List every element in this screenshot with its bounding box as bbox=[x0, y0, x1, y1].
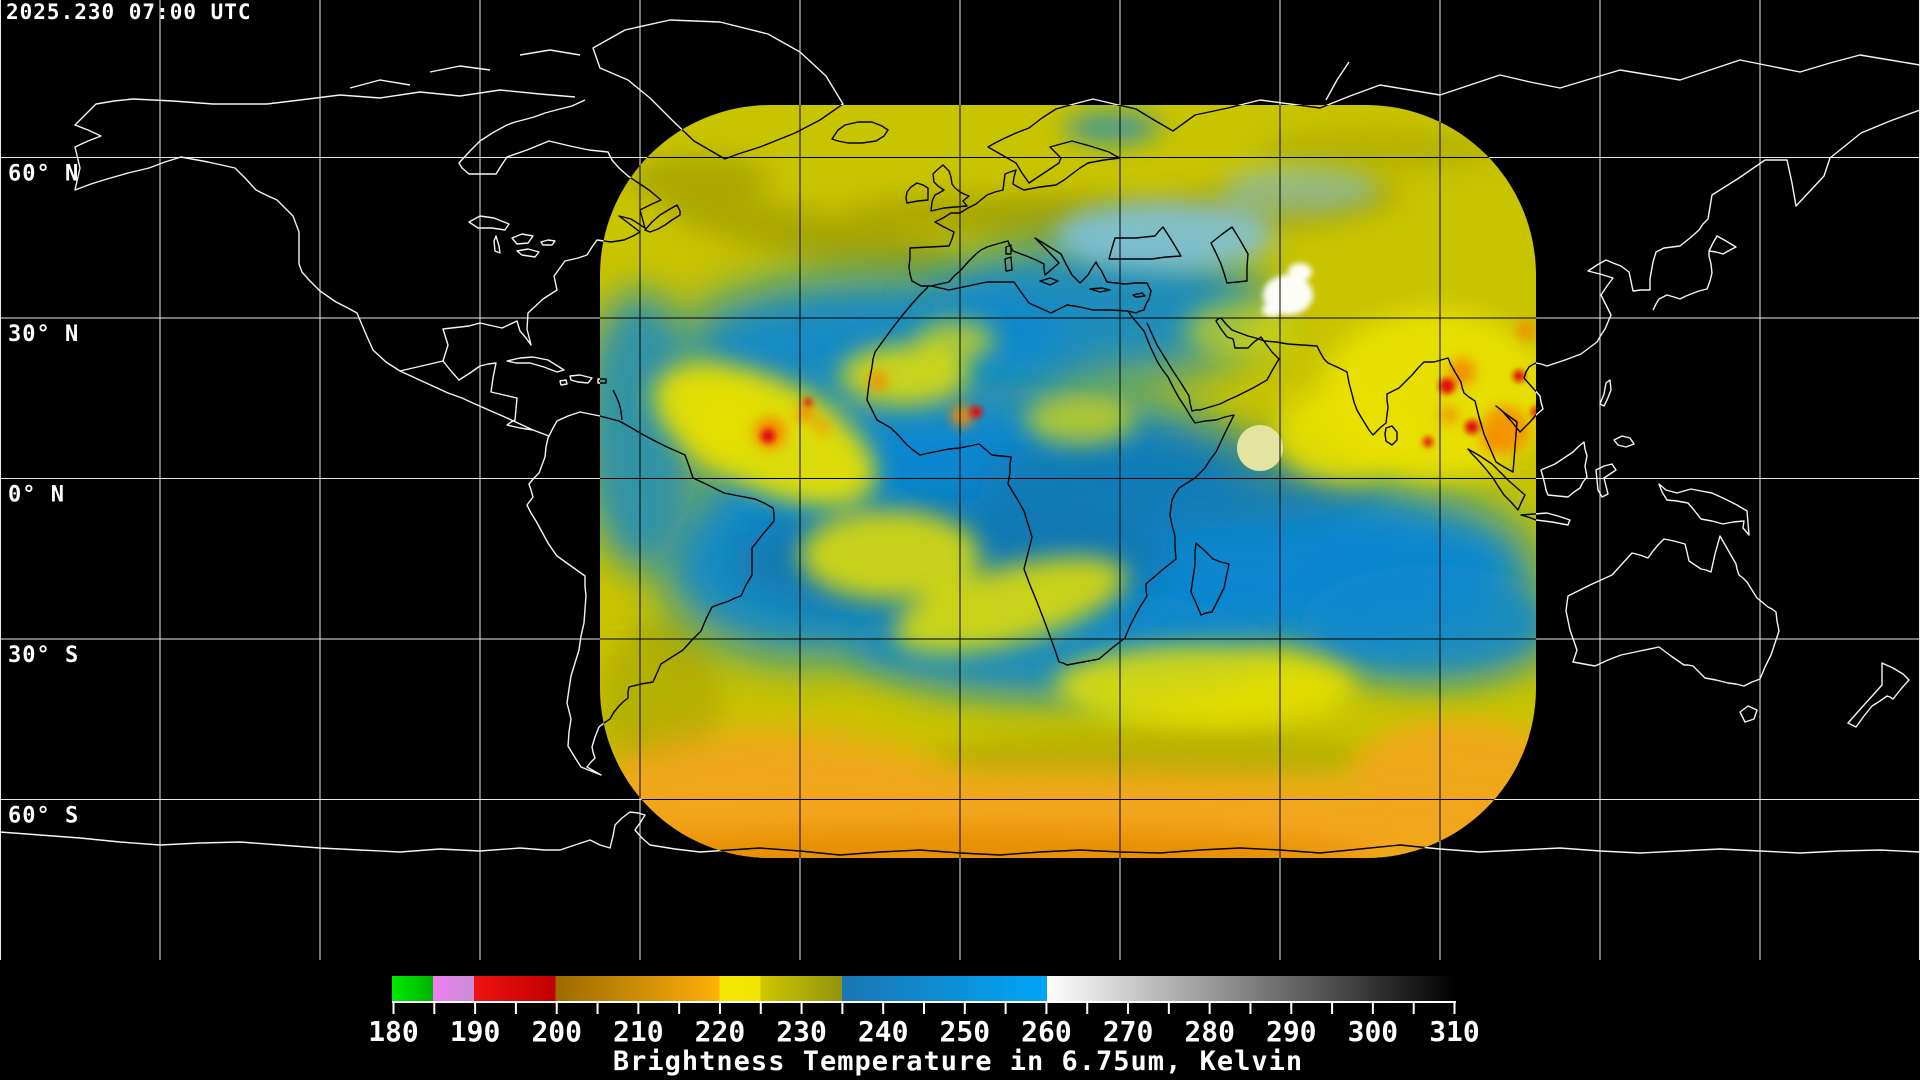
colorbar-tick-label: 230 bbox=[776, 1015, 827, 1048]
colorbar-tick-label: 220 bbox=[695, 1015, 746, 1048]
colorbar-tick-label: 290 bbox=[1266, 1015, 1317, 1048]
satellite-data-region bbox=[600, 105, 1536, 858]
latitude-labels: 60° N 30° N 0° N 30° S 60° S bbox=[8, 162, 79, 829]
colorbar-tick-label: 210 bbox=[613, 1015, 664, 1048]
colorbar-tick-label: 260 bbox=[1021, 1015, 1072, 1048]
legend-panel: 180 190 200 210 220 230 240 250 260 270 280 290 300 3… bbox=[0, 960, 1920, 1080]
colorbar-tick-label: 310 bbox=[1429, 1015, 1480, 1048]
colorbar-tick-label: 200 bbox=[531, 1015, 582, 1048]
colorbar-tick-label: 250 bbox=[940, 1015, 991, 1048]
latitude-label: 60° N bbox=[8, 162, 79, 187]
colorbar bbox=[392, 976, 1456, 1001]
colorbar-tick-label: 300 bbox=[1348, 1015, 1399, 1048]
latitude-label: 0° N bbox=[8, 483, 65, 508]
colorbar-tick-label: 190 bbox=[450, 1015, 501, 1048]
sun-glint-disc bbox=[1237, 425, 1283, 471]
latitude-label: 60° S bbox=[8, 804, 79, 829]
timestamp-label: 2025.230 07:00 UTC bbox=[6, 0, 252, 24]
colorbar-title: Brightness Temperature in 6.75um, Kelvin bbox=[613, 1046, 1303, 1077]
colorbar-tick-label: 180 bbox=[368, 1015, 419, 1048]
colorbar-tick-label: 270 bbox=[1103, 1015, 1154, 1048]
colorbar-tick-label: 280 bbox=[1184, 1015, 1235, 1048]
latitude-label: 30° S bbox=[8, 643, 79, 668]
colorbar-ticks bbox=[392, 1002, 1456, 1014]
colorbar-tick-labels: 180 190 200 210 220 230 240 250 260 270 280 290 300 3… bbox=[368, 1015, 1480, 1048]
colorbar-tick-label: 240 bbox=[858, 1015, 909, 1048]
latitude-label: 30° N bbox=[8, 322, 79, 347]
